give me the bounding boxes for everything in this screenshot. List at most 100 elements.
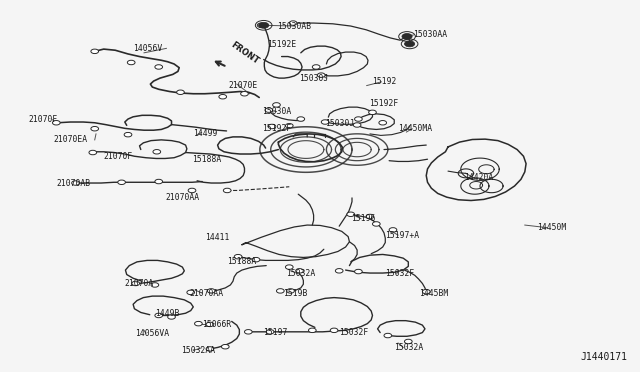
Text: 15030A: 15030A (262, 107, 291, 116)
Text: 14420A: 14420A (464, 173, 493, 182)
Circle shape (296, 269, 303, 273)
Text: 21070AB: 21070AB (56, 179, 91, 187)
Circle shape (168, 315, 175, 319)
Circle shape (317, 73, 325, 77)
Text: J1440171: J1440171 (580, 352, 627, 362)
Text: 15030AB: 15030AB (277, 22, 312, 31)
Text: 14450M: 14450M (537, 223, 566, 232)
Circle shape (347, 212, 355, 217)
Circle shape (259, 22, 269, 28)
Text: 1519B: 1519B (284, 289, 308, 298)
Circle shape (206, 347, 214, 351)
Circle shape (72, 181, 79, 185)
Circle shape (206, 322, 214, 327)
Circle shape (285, 265, 293, 269)
Circle shape (207, 289, 215, 293)
Text: 21070AA: 21070AA (189, 289, 223, 298)
Circle shape (151, 283, 159, 287)
Text: 14056V: 14056V (132, 44, 162, 53)
Text: 14499: 14499 (193, 129, 217, 138)
Circle shape (265, 108, 273, 112)
Circle shape (195, 321, 202, 326)
Text: 15032A: 15032A (394, 343, 423, 352)
Circle shape (91, 126, 99, 131)
Text: 15030AA: 15030AA (413, 31, 447, 39)
Text: 15032F: 15032F (385, 269, 414, 278)
Circle shape (132, 281, 140, 286)
Circle shape (321, 120, 329, 124)
Circle shape (91, 49, 99, 54)
Circle shape (219, 94, 227, 99)
Circle shape (289, 21, 297, 25)
Circle shape (234, 254, 242, 259)
Text: 21070EA: 21070EA (53, 135, 88, 144)
Circle shape (89, 150, 97, 155)
Circle shape (257, 23, 265, 28)
Text: 15032AA: 15032AA (181, 346, 216, 355)
Text: 15030J: 15030J (324, 119, 354, 128)
Circle shape (266, 330, 274, 334)
Circle shape (155, 65, 163, 69)
Circle shape (404, 339, 412, 344)
Circle shape (221, 344, 229, 349)
Text: 15192F: 15192F (369, 99, 399, 108)
Text: 14450MA: 14450MA (397, 124, 432, 133)
Text: 21070A: 21070A (125, 279, 154, 288)
Circle shape (244, 330, 252, 334)
Circle shape (355, 117, 362, 121)
Text: 14411: 14411 (205, 233, 230, 242)
Circle shape (369, 110, 376, 115)
Circle shape (155, 313, 163, 318)
Circle shape (308, 328, 316, 333)
Text: 15192F: 15192F (262, 124, 291, 133)
Circle shape (389, 228, 397, 232)
Circle shape (285, 124, 293, 128)
Text: 1445BM: 1445BM (419, 289, 449, 298)
Circle shape (223, 188, 231, 193)
Circle shape (335, 269, 343, 273)
Circle shape (422, 289, 430, 294)
Circle shape (252, 257, 260, 262)
Circle shape (124, 132, 132, 137)
Text: 1449B: 1449B (156, 309, 180, 318)
Text: 15032A: 15032A (286, 269, 316, 278)
Circle shape (312, 65, 320, 69)
Text: 21070E: 21070E (228, 81, 258, 90)
Circle shape (273, 103, 280, 107)
Text: 15032F: 15032F (339, 328, 368, 337)
Circle shape (384, 333, 392, 338)
Circle shape (187, 290, 195, 295)
Circle shape (372, 222, 380, 226)
Circle shape (403, 34, 411, 39)
Text: 15197+A: 15197+A (385, 231, 419, 240)
Circle shape (276, 289, 284, 293)
Circle shape (366, 214, 374, 219)
Circle shape (188, 188, 196, 193)
Text: 21070AA: 21070AA (165, 193, 200, 202)
Circle shape (379, 121, 387, 125)
Text: 15197: 15197 (263, 328, 287, 337)
Circle shape (177, 90, 184, 94)
Text: 14056VA: 14056VA (135, 329, 170, 338)
Circle shape (287, 289, 294, 293)
Text: 15188A: 15188A (227, 257, 257, 266)
Circle shape (402, 33, 412, 39)
Text: FRONT: FRONT (229, 41, 260, 66)
Text: 15192E: 15192E (267, 40, 296, 49)
Circle shape (52, 121, 60, 125)
Text: 21070F: 21070F (29, 115, 58, 124)
Circle shape (241, 92, 248, 96)
Circle shape (155, 179, 163, 184)
Text: 15196: 15196 (351, 214, 376, 223)
Text: 15066R: 15066R (202, 320, 231, 329)
Text: 21070F: 21070F (104, 152, 133, 161)
Text: 15030J: 15030J (299, 74, 328, 83)
Circle shape (153, 150, 161, 154)
Text: 15192: 15192 (372, 77, 396, 86)
Circle shape (297, 117, 305, 121)
Circle shape (404, 41, 415, 47)
Circle shape (353, 123, 361, 127)
Circle shape (118, 180, 125, 185)
Circle shape (127, 60, 135, 65)
Circle shape (330, 328, 338, 333)
